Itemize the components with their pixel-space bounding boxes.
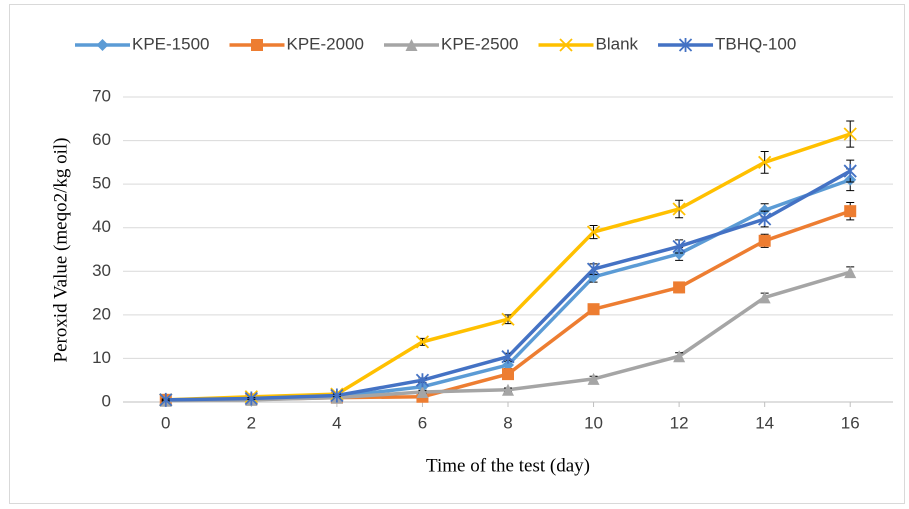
- marker: [251, 39, 263, 51]
- marker: [587, 372, 600, 385]
- x-tick-label: 16: [841, 413, 860, 432]
- marker: [844, 205, 857, 218]
- marker: [405, 39, 418, 51]
- marker: [96, 39, 109, 51]
- marker: [415, 373, 430, 388]
- marker: [501, 312, 515, 326]
- y-tick-label: 10: [92, 348, 111, 367]
- y-tick-label: 60: [92, 130, 111, 149]
- y-axis-label: Peroxid Value (meqo2/kg oil): [50, 138, 71, 363]
- marker: [843, 164, 857, 179]
- x-tick-label: 2: [247, 413, 256, 432]
- marker: [502, 383, 514, 396]
- marker: [416, 385, 429, 398]
- x-axis-label: Time of the test (day): [426, 455, 590, 476]
- marker: [758, 155, 772, 169]
- marker: [758, 234, 771, 247]
- series: [159, 159, 857, 407]
- marker: [330, 388, 344, 403]
- marker: [673, 281, 686, 294]
- marker: [502, 358, 514, 371]
- marker: [758, 291, 771, 304]
- marker: [758, 204, 771, 217]
- marker: [672, 239, 686, 254]
- marker: [678, 38, 693, 52]
- y-tick-label: 20: [92, 304, 111, 323]
- marker: [587, 303, 600, 316]
- marker: [843, 127, 857, 141]
- legend-item: Blank: [538, 34, 639, 53]
- marker: [586, 262, 601, 277]
- marker: [159, 392, 173, 407]
- marker: [244, 391, 258, 406]
- marker: [673, 247, 686, 260]
- marker: [844, 266, 857, 279]
- legend-label: Blank: [596, 34, 639, 53]
- legend-item: KPE-2500: [384, 34, 519, 53]
- y-tick-label: 30: [92, 261, 111, 280]
- x-tick-label: 8: [503, 413, 512, 432]
- y-tick-label: 50: [92, 174, 111, 193]
- x-tick-label: 4: [332, 413, 341, 432]
- marker: [758, 212, 772, 226]
- legend-label: KPE-2000: [287, 34, 365, 53]
- marker: [501, 349, 515, 364]
- marker: [502, 368, 514, 381]
- marker: [415, 335, 430, 349]
- legend-item: KPE-2000: [229, 34, 365, 53]
- x-tick-label: 10: [584, 413, 603, 432]
- marker: [673, 350, 686, 363]
- legend-label: TBHQ-100: [715, 34, 796, 53]
- marker: [672, 202, 686, 216]
- x-tick-label: 14: [755, 413, 774, 432]
- legend-label: KPE-1500: [132, 34, 210, 53]
- x-tick-label: 12: [670, 413, 689, 432]
- y-tick-label: 0: [102, 391, 111, 410]
- legend-item: KPE-1500: [75, 34, 210, 53]
- y-tick-label: 40: [92, 217, 111, 236]
- marker: [559, 38, 573, 52]
- y-tick-label: 70: [92, 86, 111, 105]
- legend-item: TBHQ-100: [658, 34, 796, 53]
- x-tick-label: 6: [418, 413, 427, 432]
- chart-border: [9, 4, 905, 504]
- marker: [586, 225, 601, 239]
- x-tick-label: 0: [161, 413, 170, 432]
- legend-label: KPE-2500: [441, 34, 519, 53]
